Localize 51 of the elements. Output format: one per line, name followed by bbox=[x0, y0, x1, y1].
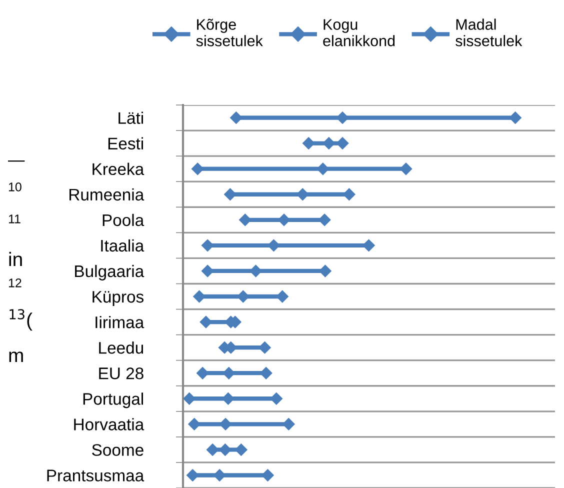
point bbox=[192, 290, 206, 303]
point bbox=[342, 188, 356, 201]
y-tick-label: Poola bbox=[102, 214, 144, 226]
y-tick-label: Iirimaa bbox=[96, 316, 144, 328]
legend-label: Kogu elanikkond bbox=[323, 19, 395, 46]
point bbox=[508, 111, 522, 124]
point bbox=[362, 239, 376, 252]
y-tick-label: Leedu bbox=[99, 342, 144, 354]
y-tick-label: Bulgaaria bbox=[75, 264, 144, 280]
text: m bbox=[9, 352, 23, 362]
point bbox=[318, 264, 332, 278]
point bbox=[336, 111, 349, 124]
text: 12 bbox=[8, 278, 22, 288]
y-tick-label: EU 28 bbox=[99, 368, 144, 380]
y-tick-label: Horvaatia bbox=[74, 418, 144, 430]
point bbox=[206, 443, 219, 456]
y-tick-label: Prantsusmaa bbox=[47, 470, 144, 482]
text: $^{13}$( bbox=[10, 309, 32, 331]
y-tick-label: Küpros bbox=[92, 291, 144, 306]
point bbox=[258, 341, 272, 354]
y-tick-label: Kreeka bbox=[92, 162, 144, 176]
y-tick-label: Läti bbox=[118, 112, 143, 124]
point bbox=[224, 188, 237, 201]
legend-label: Kõrge sissetulek bbox=[196, 18, 263, 46]
text: — bbox=[8, 160, 25, 162]
y-tick-label: Soome bbox=[92, 444, 144, 456]
point bbox=[400, 162, 412, 176]
point bbox=[218, 443, 232, 456]
point bbox=[282, 418, 296, 431]
point bbox=[316, 162, 330, 176]
point bbox=[336, 136, 349, 150]
point bbox=[302, 136, 315, 150]
text: 10 bbox=[8, 182, 22, 192]
y-tick-label: Itaalia bbox=[101, 239, 144, 252]
point bbox=[219, 418, 232, 431]
text: 11 bbox=[8, 214, 20, 224]
legend-label: Madal sissetulek bbox=[456, 18, 522, 46]
point bbox=[234, 443, 248, 456]
point bbox=[213, 468, 226, 482]
point bbox=[186, 468, 199, 482]
point bbox=[191, 162, 204, 176]
point bbox=[261, 468, 274, 482]
point bbox=[222, 392, 235, 405]
y-tick-label: Rumeenia bbox=[70, 188, 144, 201]
y-tick-label: Portugal bbox=[83, 392, 143, 408]
point bbox=[230, 111, 243, 124]
y-tick-label: Eesti bbox=[108, 137, 143, 150]
text: in bbox=[9, 252, 22, 266]
point bbox=[322, 136, 336, 150]
point bbox=[188, 418, 201, 431]
point bbox=[267, 239, 280, 252]
